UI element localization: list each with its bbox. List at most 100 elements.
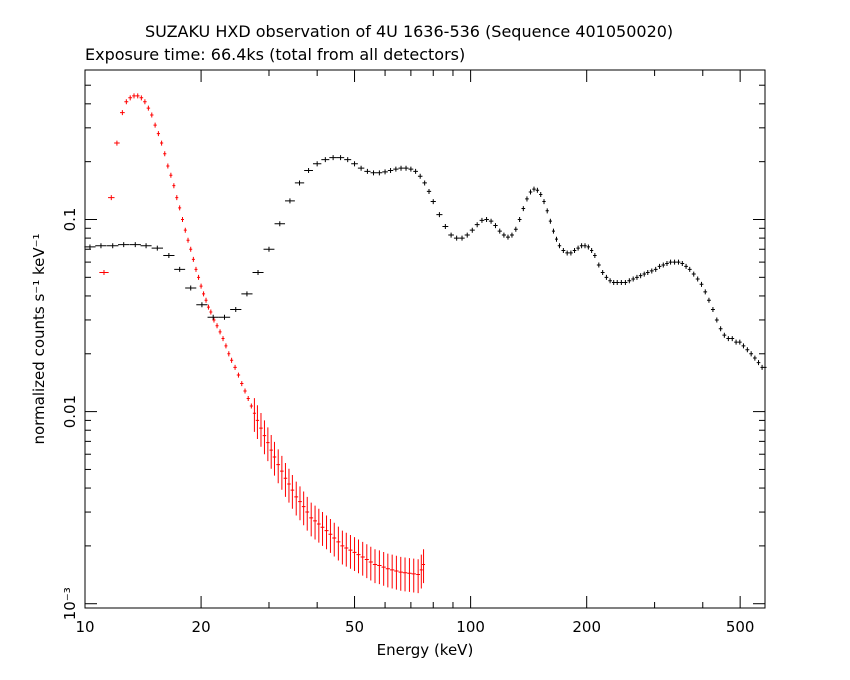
data-point [695,276,700,282]
data-point [218,314,231,320]
data-point [430,199,436,205]
data-point [243,388,247,394]
data-point [150,112,154,118]
data-point [484,217,489,223]
data-point [156,131,161,137]
x-tick-label: 100 [456,618,485,636]
data-point [760,364,764,370]
data-point [108,195,115,201]
data-point [189,246,193,252]
x-axis-label: Energy (keV) [377,641,474,659]
data-point [382,169,388,175]
data-point [557,243,562,249]
y-axis-label: normalized counts s⁻¹ keV⁻¹ [30,233,48,444]
data-point [398,556,403,591]
data-point [426,188,432,194]
data-point [118,242,130,248]
data-point [398,165,404,171]
data-series [84,93,767,594]
data-point [114,140,120,146]
data-point [535,187,540,193]
data-point [718,326,723,332]
data-point [351,161,358,167]
data-point [710,307,715,313]
data-point [734,339,738,345]
data-point [583,243,587,249]
data-point [474,222,480,228]
data-point [197,274,201,280]
data-point [745,347,750,353]
data-point [419,554,423,589]
data-point [699,281,704,287]
data-point [385,553,390,588]
data-point [448,232,454,238]
x-tick-label: 50 [345,618,364,636]
data-point [749,351,754,357]
data-point [301,491,306,526]
data-point [274,221,286,227]
data-point [381,551,386,586]
data-point [169,172,173,178]
plot-frame [84,69,766,609]
data-point [348,534,353,569]
data-point [645,270,650,276]
data-point [668,259,673,265]
data-point [129,242,141,248]
data-point [249,403,253,409]
data-point [684,263,688,269]
chart-subtitle: Exposure time: 66.4ks (total from all de… [85,45,466,64]
data-point [174,266,186,272]
data-point [357,165,365,171]
data-point [394,555,399,590]
data-point [356,539,361,574]
data-point [488,218,494,224]
data-point [163,151,167,157]
data-point [344,157,352,163]
data-point [280,455,284,490]
data-point [336,526,341,561]
data-point [336,155,345,161]
data-point [199,283,203,289]
data-point [166,163,170,169]
data-point [209,309,213,315]
data-point [160,140,164,146]
data-point [272,441,277,476]
data-point [691,271,696,277]
data-point [99,270,109,276]
data-point [183,227,187,233]
tick-marks [84,70,765,608]
data-point [294,180,305,186]
data-point [202,291,206,297]
data-point [604,274,609,280]
data-point [590,247,594,253]
data-point [230,357,234,363]
data-point [497,228,502,234]
data-point [321,157,330,163]
data-point [657,263,662,269]
data-point [416,559,421,594]
data-point [730,336,735,342]
data-point [453,235,460,241]
data-point [707,297,711,303]
data-point [505,234,510,240]
data-point [661,262,666,268]
data-point [340,530,345,565]
data-point [135,93,140,99]
data-point [344,532,349,567]
data-point [266,427,270,462]
data-point [259,412,263,447]
data-point [163,252,175,258]
data-point [600,270,605,276]
data-point [304,167,313,173]
data-point [393,166,399,172]
data-point [241,291,253,297]
data-point [493,223,498,229]
data-point [665,261,669,267]
data-point [120,110,125,116]
data-point [501,232,506,238]
data-point [377,550,382,585]
data-point [517,217,522,223]
data-point [124,99,129,105]
data-point [509,232,514,238]
